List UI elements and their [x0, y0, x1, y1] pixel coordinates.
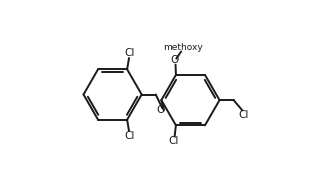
Text: Cl: Cl [169, 136, 179, 146]
Text: methoxy: methoxy [164, 43, 203, 52]
Text: Cl: Cl [125, 131, 135, 141]
Text: Cl: Cl [239, 110, 249, 120]
Text: O: O [156, 105, 165, 115]
Text: O: O [171, 55, 179, 65]
Text: Cl: Cl [125, 48, 135, 58]
